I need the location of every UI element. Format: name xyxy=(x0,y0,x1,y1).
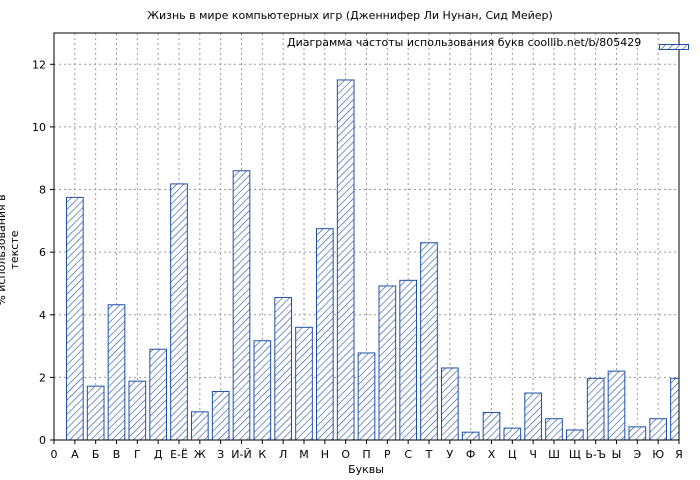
x-tick-label: 0 xyxy=(51,448,58,461)
x-tick-label: Ф xyxy=(466,448,475,461)
x-tick-label: А xyxy=(71,448,79,461)
x-tick-label: Э xyxy=(633,448,641,461)
bar-Ш xyxy=(545,418,563,441)
bar-Ф xyxy=(461,431,480,441)
bar-В xyxy=(107,304,126,441)
x-tick-label: Б xyxy=(92,448,100,461)
x-tick-label: Д xyxy=(154,448,163,461)
chart-title: Жизнь в мире компьютерных игр (Дженнифер… xyxy=(147,9,553,22)
bar-Р xyxy=(378,285,397,441)
x-tick-label: Щ xyxy=(569,448,581,461)
x-tick-label: Л xyxy=(279,448,287,461)
x-tick-label: Е-Ё xyxy=(170,448,188,461)
bar-Я xyxy=(670,377,680,441)
x-tick-label: Н xyxy=(321,448,329,461)
bar-Ь-Ъ xyxy=(586,377,605,441)
x-axis-label: Буквы xyxy=(348,463,384,476)
bars xyxy=(66,79,680,441)
y-axis: 0 2 4 6 8 10 12 xyxy=(32,58,54,447)
bar-З xyxy=(211,390,230,441)
x-tick-label: Ю xyxy=(652,448,664,461)
x-tick-label: С xyxy=(404,448,412,461)
bar-М xyxy=(295,326,313,441)
y-tick-label: 2 xyxy=(39,371,46,384)
y-tick-label: 8 xyxy=(39,184,46,197)
x-axis: 0 А Б В Г Д Е-Ё Ж З И-Й К Л М Н О П Р С Т У Ф Х Ц Ч Ш Щ Ь-Ъ Ы Э Ю Я xyxy=(51,440,683,461)
bar-К xyxy=(253,340,272,441)
x-tick-label: П xyxy=(362,448,370,461)
x-tick-label: Ы xyxy=(612,448,622,461)
y-tick-label: 6 xyxy=(39,246,46,259)
bar-Ы xyxy=(607,370,626,441)
bar-Л xyxy=(274,297,293,441)
bar-Г xyxy=(128,380,147,441)
x-tick-label: И-Й xyxy=(231,448,251,461)
grid-lines xyxy=(54,33,679,440)
x-tick-label: Я xyxy=(675,448,683,461)
bar-Э xyxy=(628,426,647,441)
x-tick-label: Ш xyxy=(548,448,560,461)
bar-П xyxy=(357,352,376,441)
x-tick-label: Ь-Ъ xyxy=(585,448,606,461)
x-tick-label: З xyxy=(217,448,224,461)
bar-Е-Ё xyxy=(170,183,188,441)
x-tick-label: У xyxy=(446,448,453,461)
y-tick-label: 12 xyxy=(32,58,46,71)
x-tick-label: Х xyxy=(488,448,496,461)
bar-Ю xyxy=(649,418,667,441)
bar-Ч xyxy=(524,392,542,441)
x-tick-label: О xyxy=(341,448,350,461)
bar-Щ xyxy=(566,429,584,441)
y-tick-label: 4 xyxy=(39,309,46,322)
x-tick-label: В xyxy=(113,448,121,461)
legend-label: Диаграмма частоты использования букв coo… xyxy=(287,36,642,49)
bar-А xyxy=(66,196,84,441)
bar-Д xyxy=(149,348,167,441)
x-tick-label: Ч xyxy=(529,448,537,461)
x-tick-label: Р xyxy=(384,448,391,461)
legend: Диаграмма частоты использования букв coo… xyxy=(287,36,690,50)
bar-У xyxy=(441,367,459,441)
y-tick-label: 10 xyxy=(32,121,46,134)
x-tick-label: М xyxy=(299,448,309,461)
x-tick-label: Т xyxy=(425,448,433,461)
bar-Н xyxy=(316,228,334,441)
legend-swatch xyxy=(659,40,690,50)
bar-О xyxy=(336,79,355,441)
bar-Б xyxy=(86,385,105,441)
y-axis-label: % использования в тексте xyxy=(0,194,21,305)
y-tick-label: 0 xyxy=(39,434,46,447)
bar-Т xyxy=(420,242,438,441)
x-tick-label: Ж xyxy=(194,448,206,461)
bar-Х xyxy=(482,411,501,441)
x-tick-label: К xyxy=(258,448,266,461)
bar-Ц xyxy=(503,427,522,441)
x-tick-label: Г xyxy=(134,448,141,461)
bar-Ж xyxy=(191,411,209,441)
x-tick-label: Ц xyxy=(508,448,517,461)
bar-С xyxy=(399,279,418,441)
bar-И-Й xyxy=(232,170,251,441)
